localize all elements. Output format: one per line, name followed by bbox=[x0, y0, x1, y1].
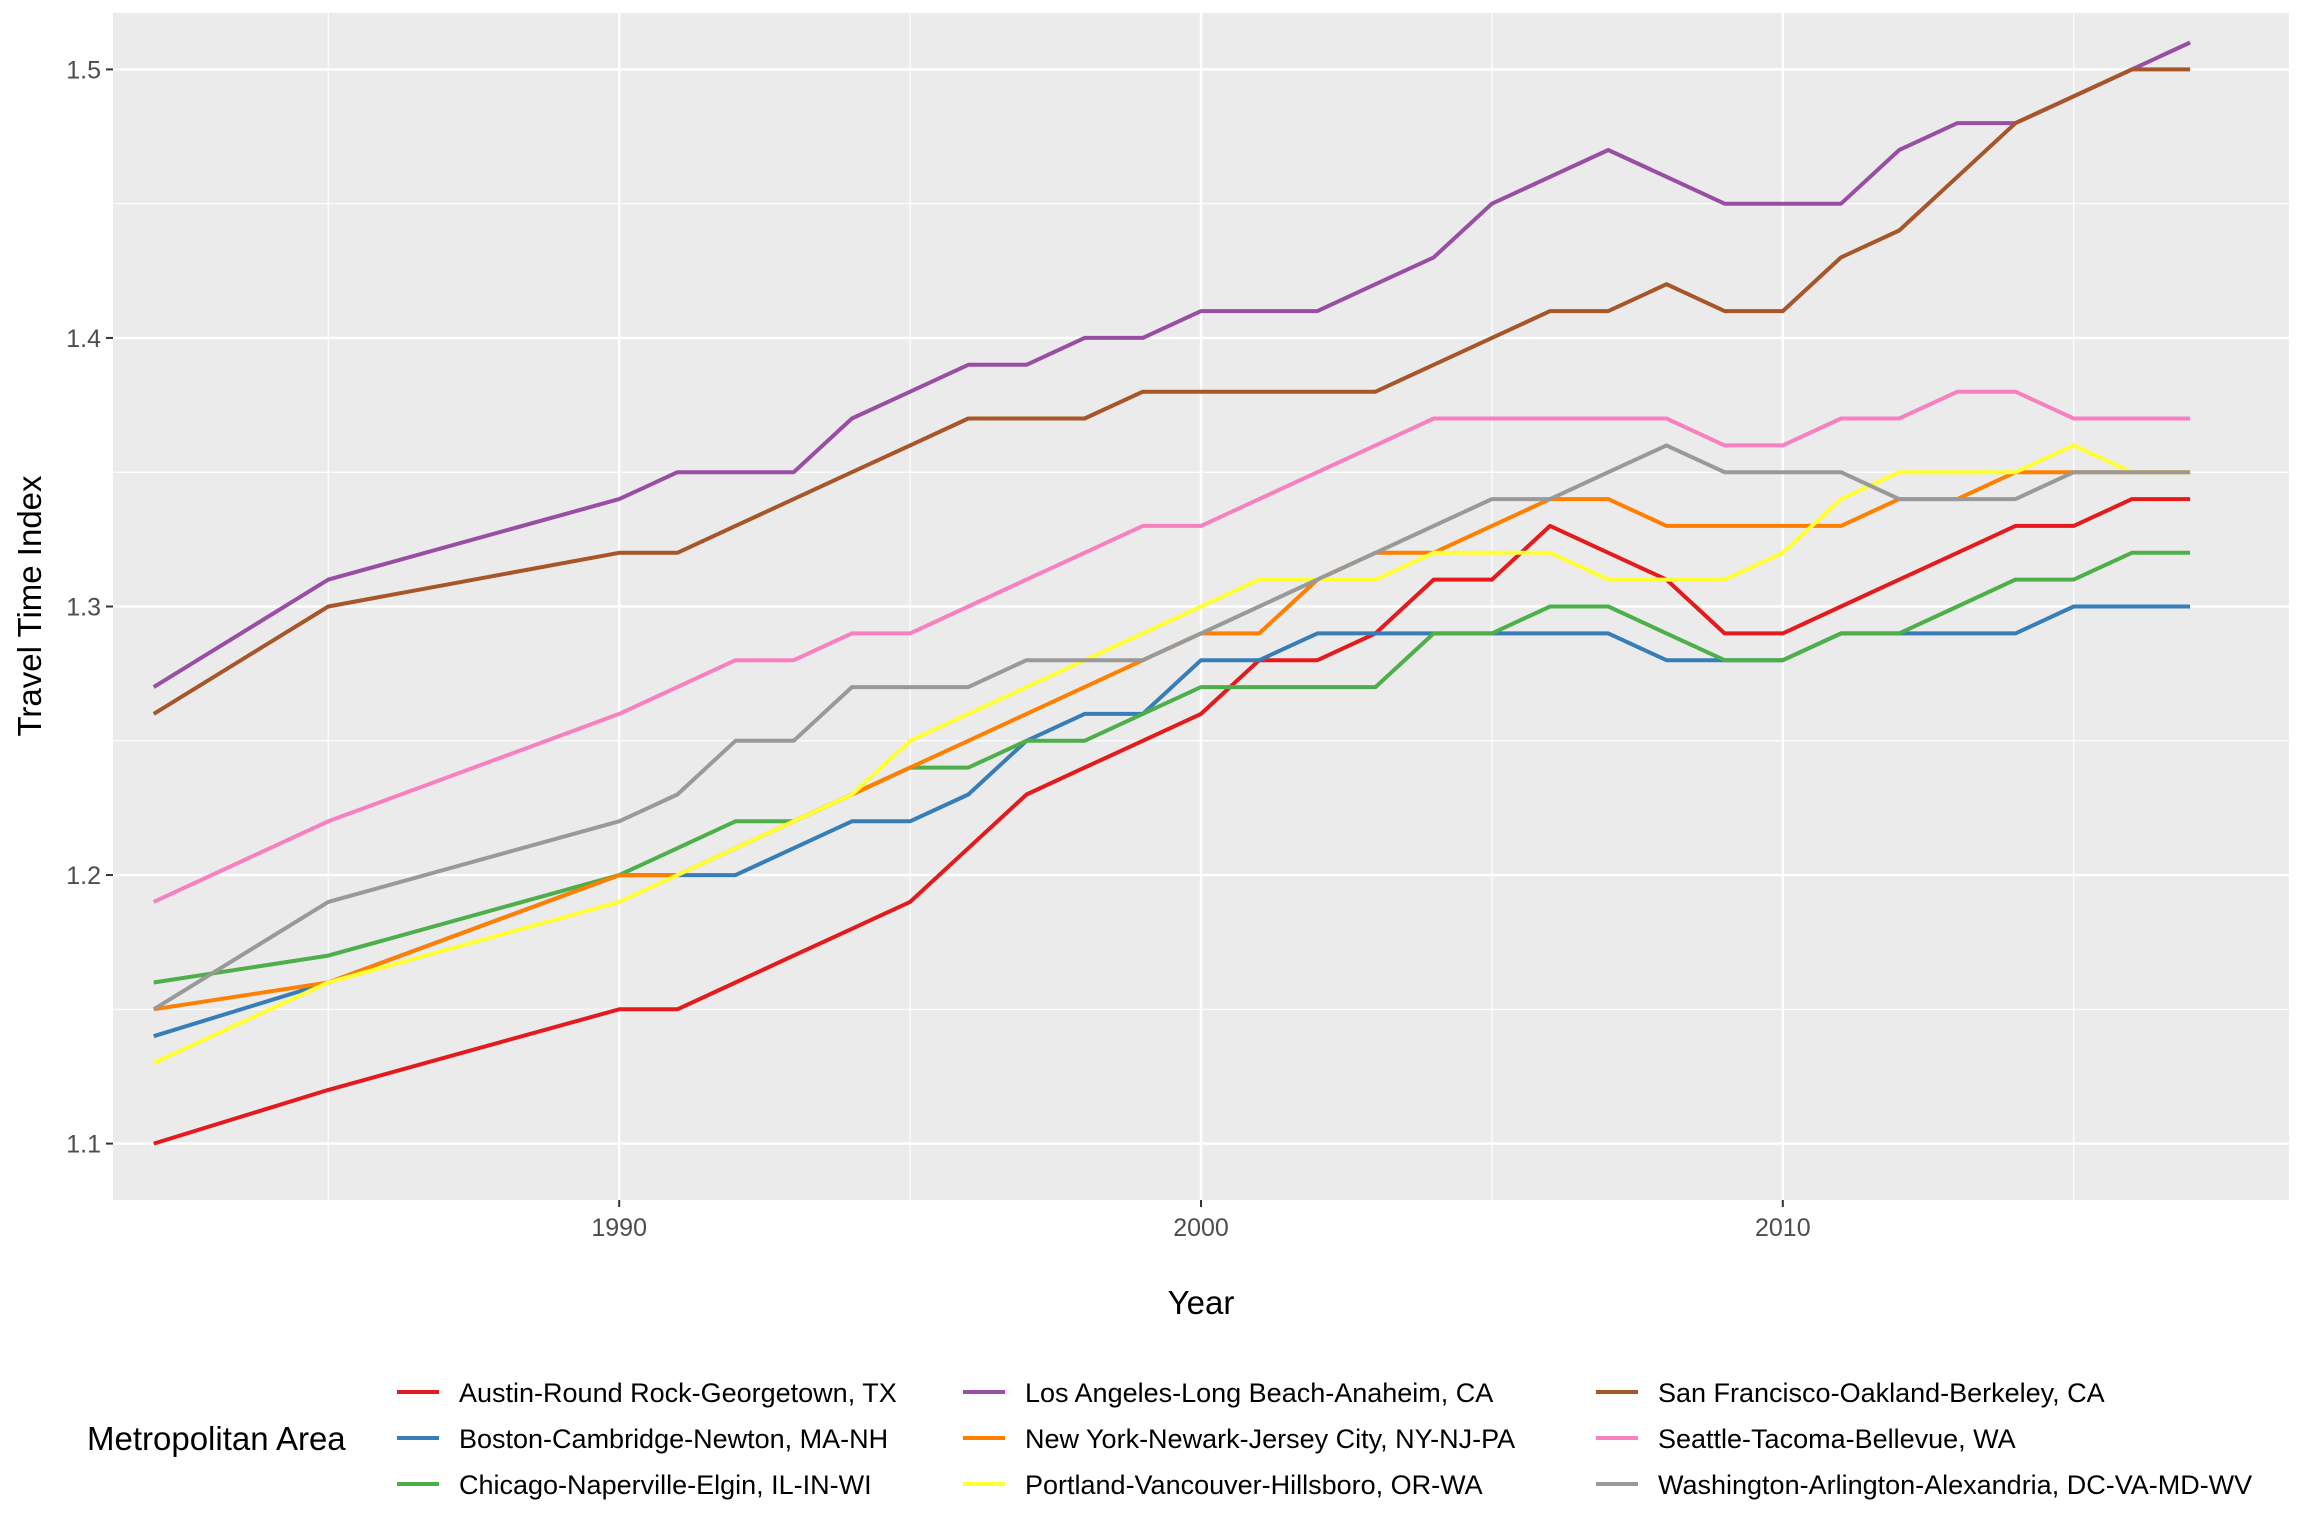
legend-label: Los Angeles-Long Beach-Anaheim, CA bbox=[1025, 1378, 1493, 1408]
y-tick-label: 1.4 bbox=[66, 325, 101, 353]
legend-label: Boston-Cambridge-Newton, MA-NH bbox=[459, 1424, 888, 1454]
legend-title: Metropolitan Area bbox=[87, 1420, 346, 1457]
y-tick-label: 1.3 bbox=[66, 594, 101, 622]
x-tick-label: 2010 bbox=[1755, 1214, 1811, 1242]
legend-item: New York-Newark-Jersey City, NY-NJ-PA bbox=[963, 1424, 1515, 1454]
legend-label: Washington-Arlington-Alexandria, DC-VA-M… bbox=[1658, 1470, 2252, 1500]
legend-label: Portland-Vancouver-Hillsboro, OR-WA bbox=[1025, 1470, 1483, 1500]
series-line bbox=[152, 40, 2191, 689]
x-tick-label: 2000 bbox=[1173, 1214, 1229, 1242]
y-axis: 1.1 1.2 1.3 1.4 1.5 bbox=[66, 56, 113, 1159]
y-tick-label: 1.5 bbox=[66, 56, 101, 84]
series-line bbox=[153, 604, 2191, 1039]
series-line bbox=[152, 443, 2191, 1012]
y-tick-label: 1.1 bbox=[66, 1131, 101, 1159]
legend-item: Los Angeles-Long Beach-Anaheim, CA bbox=[963, 1378, 1493, 1408]
x-axis-title: Year bbox=[1168, 1284, 1235, 1321]
legend-label: Austin-Round Rock-Georgetown, TX bbox=[459, 1378, 897, 1408]
series-line bbox=[153, 497, 2191, 1146]
legend-label: Seattle-Tacoma-Bellevue, WA bbox=[1658, 1424, 2016, 1454]
legend-label: San Francisco-Oakland-Berkeley, CA bbox=[1658, 1378, 2105, 1408]
legend-item: Austin-Round Rock-Georgetown, TX bbox=[397, 1378, 897, 1408]
legend-item: Seattle-Tacoma-Bellevue, WA bbox=[1596, 1424, 2016, 1454]
series-line bbox=[152, 67, 2191, 716]
legend-label: Chicago-Naperville-Elgin, IL-IN-WI bbox=[459, 1470, 872, 1500]
x-tick-label: 1990 bbox=[591, 1214, 647, 1242]
series-line bbox=[152, 443, 2191, 1065]
y-tick-label: 1.2 bbox=[66, 862, 101, 890]
series-line bbox=[153, 550, 2191, 985]
legend-item: San Francisco-Oakland-Berkeley, CA bbox=[1596, 1378, 2105, 1408]
legend-item: Washington-Arlington-Alexandria, DC-VA-M… bbox=[1596, 1470, 2252, 1500]
legend: Austin-Round Rock-Georgetown, TX Boston-C… bbox=[397, 1378, 2252, 1500]
legend-label: New York-Newark-Jersey City, NY-NJ-PA bbox=[1025, 1424, 1515, 1454]
series-lines bbox=[152, 40, 2191, 1146]
legend-item: Portland-Vancouver-Hillsboro, OR-WA bbox=[963, 1470, 1483, 1500]
series-line bbox=[152, 389, 2191, 904]
y-axis-title: Travel Time Index bbox=[11, 475, 48, 737]
x-axis: 1990 2000 2010 bbox=[591, 1200, 1811, 1242]
legend-item: Boston-Cambridge-Newton, MA-NH bbox=[397, 1424, 888, 1454]
legend-item: Chicago-Naperville-Elgin, IL-IN-WI bbox=[397, 1470, 872, 1500]
